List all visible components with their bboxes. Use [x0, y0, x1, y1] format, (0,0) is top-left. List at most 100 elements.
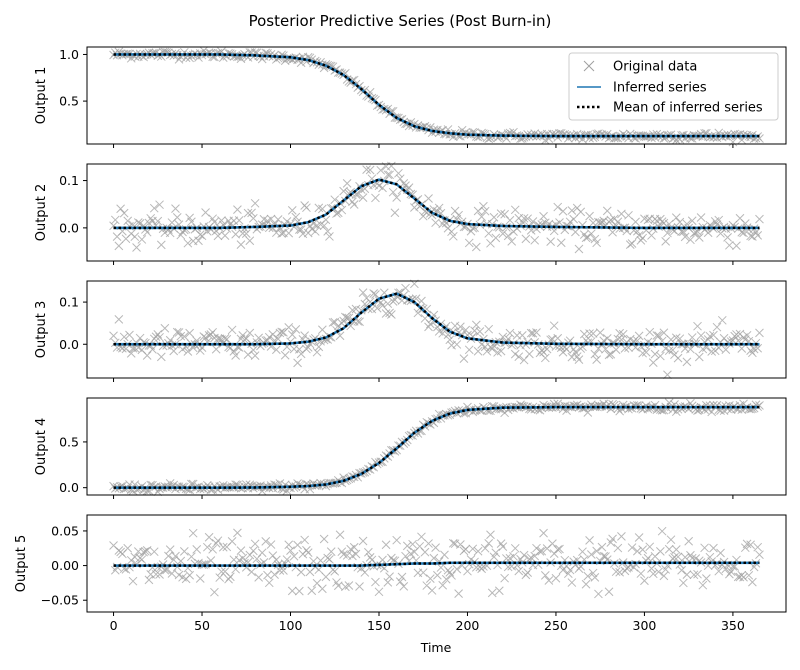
data-point-marker: [307, 586, 317, 596]
data-point-marker: [613, 217, 623, 227]
data-point-marker: [739, 572, 748, 582]
data-point-marker: [280, 350, 290, 360]
data-point-marker: [174, 55, 184, 64]
x-tick-label: 50: [194, 618, 210, 633]
data-point-marker: [358, 288, 368, 298]
data-point-marker: [417, 426, 426, 436]
data-point-marker: [309, 556, 318, 566]
data-point-marker: [448, 538, 458, 548]
y-tick-label: 0.0: [59, 337, 79, 352]
data-point-marker: [675, 334, 685, 344]
data-point-marker: [417, 532, 426, 542]
y-tick-label: 1.0: [59, 47, 79, 62]
data-point-marker: [148, 345, 157, 354]
data-point-marker: [153, 487, 163, 497]
data-point-marker: [153, 330, 163, 339]
data-point-marker: [611, 345, 621, 355]
data-point-marker: [606, 349, 616, 359]
data-point-marker: [133, 218, 143, 227]
data-point-marker: [707, 347, 717, 356]
data-point-marker: [627, 239, 637, 248]
data-point-marker: [333, 581, 343, 591]
data-point-marker: [447, 340, 456, 350]
data-point-marker: [447, 571, 456, 580]
axes-frame: [86, 514, 787, 613]
data-point-marker: [286, 546, 295, 555]
data-point-marker: [284, 228, 294, 238]
data-point-marker: [287, 206, 297, 215]
data-point-marker: [277, 229, 287, 238]
data-point-marker: [609, 214, 619, 224]
data-point-marker: [470, 326, 479, 336]
data-point-marker: [217, 216, 226, 225]
data-point-marker: [321, 572, 331, 582]
data-point-marker: [588, 329, 598, 338]
data-point-marker: [459, 354, 469, 363]
data-point-marker: [119, 332, 129, 342]
data-point-marker: [119, 208, 129, 218]
data-point-marker: [392, 535, 402, 545]
data-point-marker: [245, 236, 255, 246]
data-point-marker: [687, 333, 697, 342]
data-point-marker: [211, 539, 221, 548]
data-point-marker: [569, 344, 578, 354]
data-point-marker: [753, 231, 763, 240]
y-tick-label: 0.1: [59, 173, 79, 188]
data-point-marker: [594, 217, 603, 227]
data-point-marker: [220, 231, 230, 240]
data-point-marker: [539, 528, 548, 538]
data-point-marker: [201, 208, 210, 217]
data-point-marker: [273, 215, 283, 224]
data-point-marker: [668, 345, 678, 355]
y-axis-label: Output 3: [34, 301, 49, 359]
data-point-marker: [275, 328, 285, 338]
data-point-marker: [271, 228, 281, 238]
data-point-marker: [202, 542, 212, 552]
data-point-marker: [404, 183, 414, 192]
data-point-marker: [636, 569, 646, 578]
panel-4: 0.0 0.5 Output 4: [34, 397, 787, 499]
data-point-marker: [318, 204, 327, 214]
data-point-marker: [726, 567, 736, 577]
data-point-marker: [346, 187, 356, 197]
data-point-marker: [464, 238, 474, 248]
data-point-marker: [723, 232, 732, 242]
data-point-marker: [284, 323, 294, 332]
data-point-marker: [211, 344, 221, 354]
data-point-marker: [263, 570, 272, 580]
data-point-marker: [325, 554, 334, 564]
data-point-marker: [463, 566, 472, 576]
data-point-marker: [390, 208, 400, 218]
x-tick-label: 200: [456, 618, 480, 633]
data-point-marker: [471, 563, 481, 572]
data-point-marker: [303, 548, 313, 557]
legend-frame: [568, 52, 779, 121]
data-point-marker: [687, 553, 697, 563]
data-point-marker: [395, 174, 405, 184]
data-point-marker: [424, 194, 433, 203]
data-point-marker: [617, 209, 626, 219]
data-point-marker: [659, 571, 669, 581]
data-point-marker: [694, 352, 704, 362]
data-point-marker: [312, 347, 322, 357]
data-point-marker: [330, 195, 340, 205]
data-point-marker: [351, 304, 361, 314]
data-point-marker: [149, 203, 159, 213]
data-point-marker: [585, 536, 594, 545]
data-point-marker: [528, 217, 538, 226]
data-point-marker: [291, 212, 301, 222]
data-point-marker: [355, 317, 364, 327]
data-point-marker: [208, 544, 217, 554]
data-point-marker: [602, 334, 612, 343]
data-point-marker: [742, 539, 752, 549]
data-point-marker: [114, 315, 124, 324]
data-point-marker: [268, 551, 278, 560]
x-tick-label: 300: [633, 618, 657, 633]
data-point-marker: [686, 235, 695, 245]
data-point-marker: [164, 551, 173, 561]
data-point-marker: [482, 346, 492, 356]
data-point-marker: [227, 537, 237, 546]
data-point-marker: [509, 551, 518, 561]
data-point-marker: [569, 214, 578, 224]
data-point-marker: [448, 231, 458, 241]
